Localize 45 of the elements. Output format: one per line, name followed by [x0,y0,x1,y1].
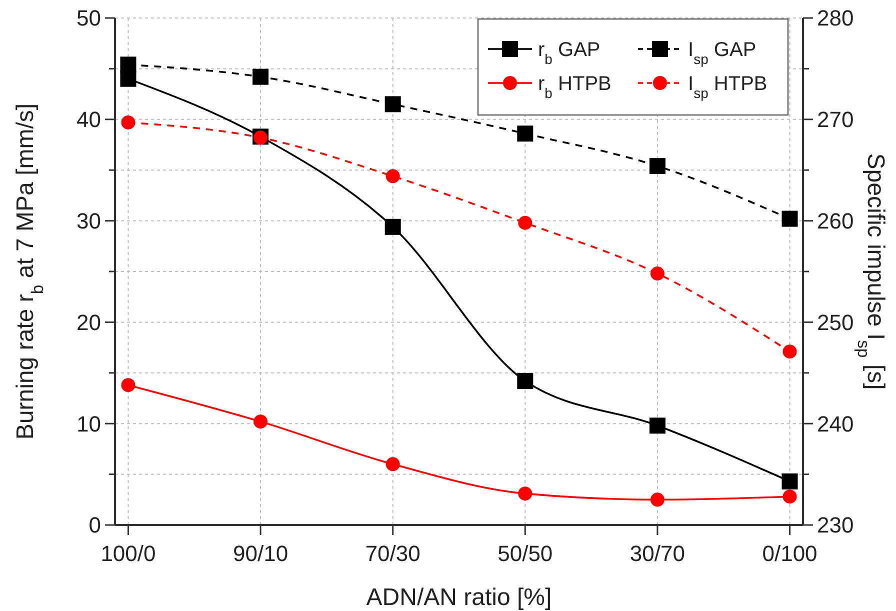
y-tick-label: 30 [76,208,101,234]
point [782,490,797,504]
y2-tick-label: 260 [817,208,854,234]
legend-label: r$_{b}$ HTPB [538,73,612,101]
x-tick-label: 0/100 [762,541,818,566]
y-tick-label: 0 [88,512,101,538]
point [650,492,664,507]
point [518,216,532,230]
point [782,344,797,359]
x-tick-label: 70/30 [365,541,420,566]
point [384,96,401,112]
x-axis-title: ADN/AN ratio [%] [366,584,552,611]
point [518,486,532,501]
point [517,126,534,142]
y-tick-label: 50 [76,6,101,31]
legend-label: r$_{b}$ GAP [538,39,600,67]
legend-label: I$_{sp}$ HTPB [688,73,768,101]
point [386,169,400,184]
x-tick-label: 100/0 [100,541,156,566]
point [254,414,268,429]
x-tick-label: 90/10 [233,541,288,566]
point [650,266,664,281]
point [252,68,269,85]
point [120,56,136,73]
y-tick-label: 10 [76,411,101,436]
point [384,218,401,235]
y2-tick-label: 250 [817,310,854,335]
x-tick-label: 30/70 [630,541,685,566]
point [782,473,798,490]
y-tick-label: 20 [76,310,101,335]
point [386,457,400,472]
point [121,378,136,392]
y2-tick-label: 280 [817,6,854,31]
legend-label: I$_{sp}$ GAP [688,39,756,67]
y2-tick-label: 240 [817,411,854,436]
point [120,70,136,87]
point [121,115,136,130]
y2-tick-label: 270 [817,107,854,132]
point [782,210,798,227]
point [517,373,534,390]
x-tick-label: 50/50 [498,541,553,566]
y2-tick-label: 230 [817,512,854,538]
point [649,418,666,434]
point [649,158,666,174]
y-tick-label: 40 [76,107,101,132]
